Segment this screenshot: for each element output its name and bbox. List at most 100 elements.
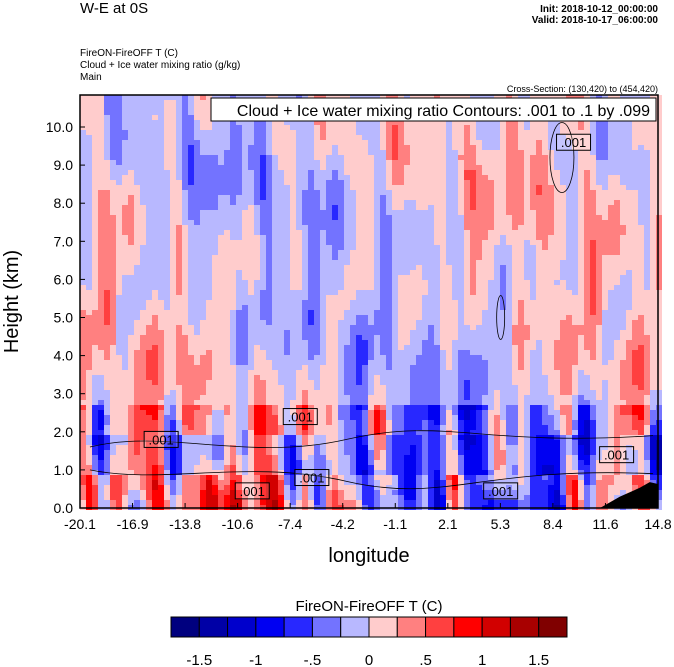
field-cell xyxy=(602,165,608,170)
field-cell xyxy=(410,265,416,270)
field-cell xyxy=(80,115,86,120)
field-cell xyxy=(548,150,554,155)
field-cell xyxy=(188,120,194,125)
field-cell xyxy=(140,255,146,260)
field-cell xyxy=(134,260,140,265)
field-cell xyxy=(470,180,476,185)
field-cell xyxy=(392,250,398,255)
field-cell xyxy=(422,325,428,330)
field-cell xyxy=(410,145,416,150)
field-cell xyxy=(80,230,86,235)
field-cell xyxy=(518,195,524,200)
field-cell xyxy=(86,220,92,225)
field-cell xyxy=(110,290,116,295)
field-cell xyxy=(590,195,596,200)
field-cell xyxy=(146,170,152,175)
field-cell xyxy=(194,165,200,170)
field-cell xyxy=(644,150,650,155)
field-cell xyxy=(110,340,116,345)
field-cell xyxy=(284,290,290,295)
field-cell xyxy=(446,330,452,335)
field-cell xyxy=(326,175,332,180)
field-cell xyxy=(590,190,596,195)
field-cell xyxy=(572,230,578,235)
field-cell xyxy=(500,165,506,170)
field-cell xyxy=(374,170,380,175)
field-cell xyxy=(476,315,482,320)
field-cell xyxy=(296,340,302,345)
field-cell xyxy=(488,235,494,240)
field-cell xyxy=(482,300,488,305)
field-cell xyxy=(584,190,590,195)
field-cell xyxy=(536,140,542,145)
field-cell xyxy=(644,240,650,245)
field-cell xyxy=(422,295,428,300)
field-cell xyxy=(158,260,164,265)
field-cell xyxy=(284,155,290,160)
field-cell xyxy=(98,205,104,210)
field-cell xyxy=(500,295,506,300)
field-cell xyxy=(632,345,638,350)
field-cell xyxy=(380,180,386,185)
field-cell xyxy=(614,195,620,200)
field-cell xyxy=(572,165,578,170)
field-cell xyxy=(326,150,332,155)
field-cell xyxy=(452,125,458,130)
field-cell xyxy=(524,335,530,340)
field-cell xyxy=(272,330,278,335)
field-cell xyxy=(332,345,338,350)
field-cell xyxy=(320,305,326,310)
field-cell xyxy=(320,125,326,130)
field-cell xyxy=(650,215,656,220)
field-cell xyxy=(428,265,434,270)
field-cell xyxy=(140,215,146,220)
field-cell xyxy=(416,145,422,150)
field-cell xyxy=(134,170,140,175)
field-cell xyxy=(110,285,116,290)
field-cell xyxy=(518,240,524,245)
field-cell xyxy=(236,250,242,255)
field-cell xyxy=(140,190,146,195)
field-cell xyxy=(272,145,278,150)
field-cell xyxy=(80,95,86,100)
field-cell xyxy=(482,130,488,135)
field-cell xyxy=(176,150,182,155)
field-cell xyxy=(224,160,230,165)
field-cell xyxy=(434,295,440,300)
field-cell xyxy=(500,315,506,320)
field-cell xyxy=(230,330,236,335)
field-cell xyxy=(350,345,356,350)
field-cell xyxy=(452,190,458,195)
field-cell xyxy=(284,245,290,250)
field-cell xyxy=(248,250,254,255)
field-cell xyxy=(572,295,578,300)
field-cell xyxy=(236,255,242,260)
field-cell xyxy=(494,295,500,300)
field-cell xyxy=(140,325,146,330)
field-cell xyxy=(206,305,212,310)
field-cell xyxy=(584,210,590,215)
field-cell xyxy=(332,240,338,245)
field-cell xyxy=(128,135,134,140)
field-cell xyxy=(224,300,230,305)
field-cell xyxy=(410,180,416,185)
field-cell xyxy=(296,165,302,170)
field-cell xyxy=(272,270,278,275)
field-cell xyxy=(338,180,344,185)
field-cell xyxy=(500,305,506,310)
field-cell xyxy=(236,285,242,290)
field-cell xyxy=(398,135,404,140)
field-cell xyxy=(206,115,212,120)
field-cell xyxy=(164,255,170,260)
field-cell xyxy=(236,215,242,220)
field-cell xyxy=(122,175,128,180)
field-cell xyxy=(440,340,446,345)
field-cell xyxy=(164,95,170,100)
field-cell xyxy=(632,240,638,245)
field-cell xyxy=(278,215,284,220)
field-cell xyxy=(320,310,326,315)
field-cell xyxy=(188,330,194,335)
field-cell xyxy=(386,185,392,190)
field-cell xyxy=(554,275,560,280)
field-cell xyxy=(86,225,92,230)
